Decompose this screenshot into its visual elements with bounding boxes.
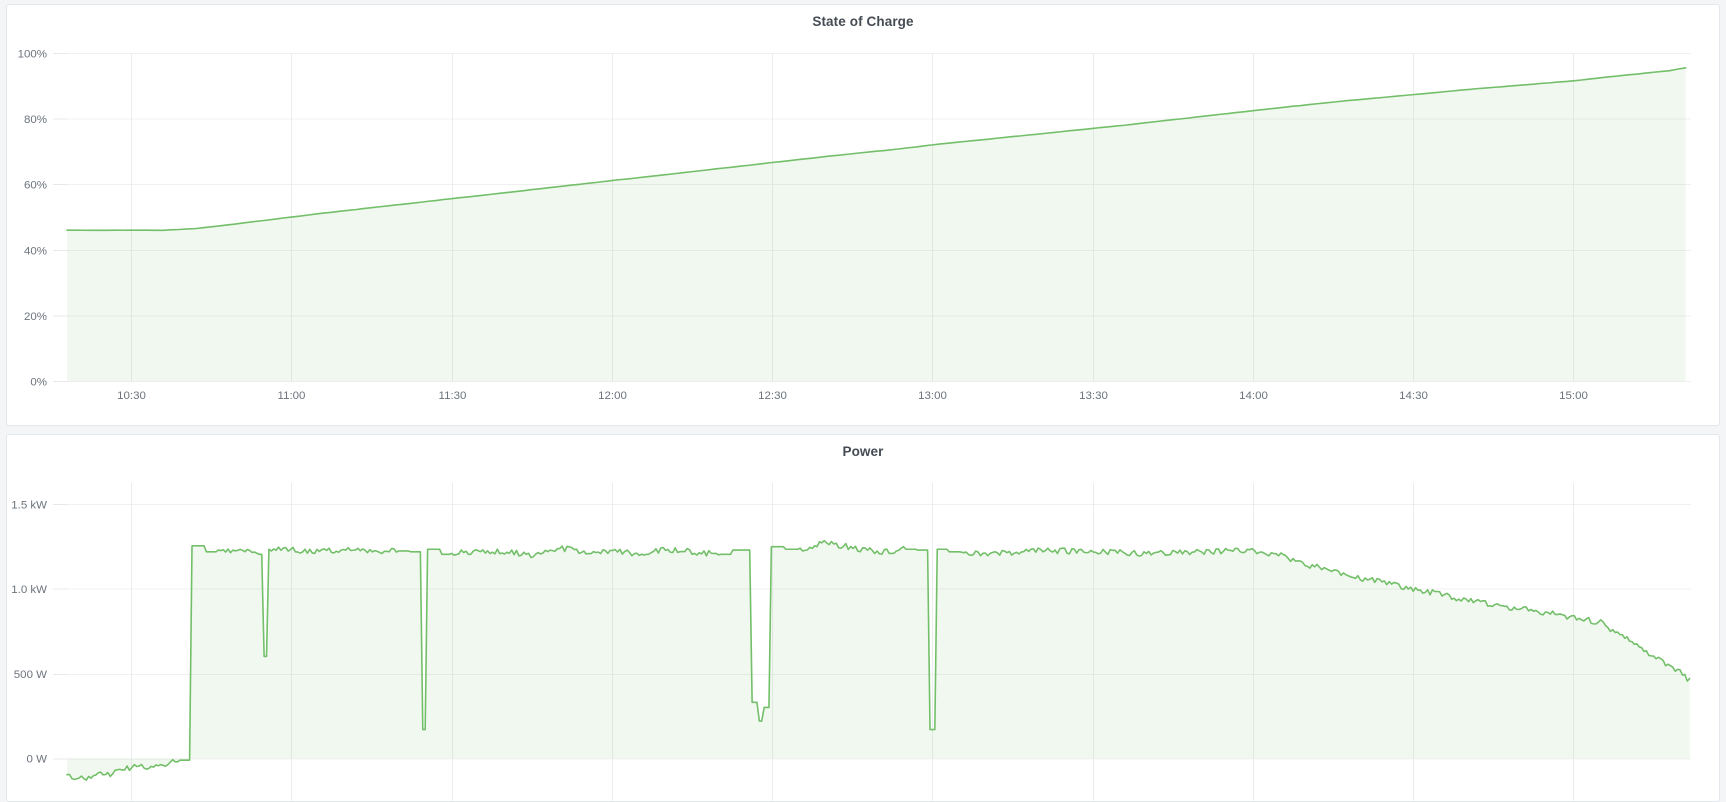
series-line [66,539,1691,781]
x-axis-tick-label: 12:30 [758,390,787,402]
y-axis-tick-label: 40% [24,245,47,257]
y-axis-tick-label: 80% [24,114,47,126]
x-axis-tick-label: 13:30 [1079,390,1108,402]
y-axis-tick-label: 20% [24,311,47,323]
x-axis-tick-label: 10:30 [117,390,146,402]
panel-state-of-charge[interactable]: State of Charge 0% 20% 40% 60% 80% 100% 10:30 1… [6,4,1720,426]
chart-state-of-charge: 0% 20% 40% 60% 80% 100% 10:30 11:00 11:30 12:00 12… [18,48,1691,402]
x-axis-tick-label: 11:00 [278,390,306,402]
y-axis-tick-label: 0% [30,377,47,389]
panel-power[interactable]: Power 0 W 500 W 1.0 kW 1.5 kW [6,434,1720,802]
chart-power: 0 W 500 W 1.0 kW 1.5 kW [11,482,1691,801]
x-axis-tick-label: 14:30 [1399,390,1428,402]
panel-title-state-of-charge: State of Charge [812,14,914,29]
y-axis-tick-label: 0 W [27,754,48,766]
y-axis-tick-label: 1.5 kW [11,499,47,511]
x-axis-tick-label: 14:00 [1239,390,1268,402]
x-axis-tick-label: 12:00 [598,390,627,402]
series-line [66,66,1687,232]
series-area-fill [67,540,1690,781]
panel-title-power: Power [842,444,884,459]
x-axis-tick-label: 15:00 [1559,390,1588,402]
y-axis-tick-label: 100% [18,48,47,60]
x-axis-tick-label: 11:30 [439,390,467,402]
y-axis-tick-label: 60% [24,180,47,192]
x-axis-tick-label: 13:00 [918,390,947,402]
plot-area-state-of-charge[interactable]: 0% 20% 40% 60% 80% 100% 10:30 11:00 11:30 12:00 12… [7,39,1719,425]
series-area-fill [67,67,1686,382]
y-axis-tick-label: 1.0 kW [11,584,47,596]
y-axis-tick-label: 500 W [14,669,47,681]
plot-area-power[interactable]: 0 W 500 W 1.0 kW 1.5 kW [7,469,1719,801]
